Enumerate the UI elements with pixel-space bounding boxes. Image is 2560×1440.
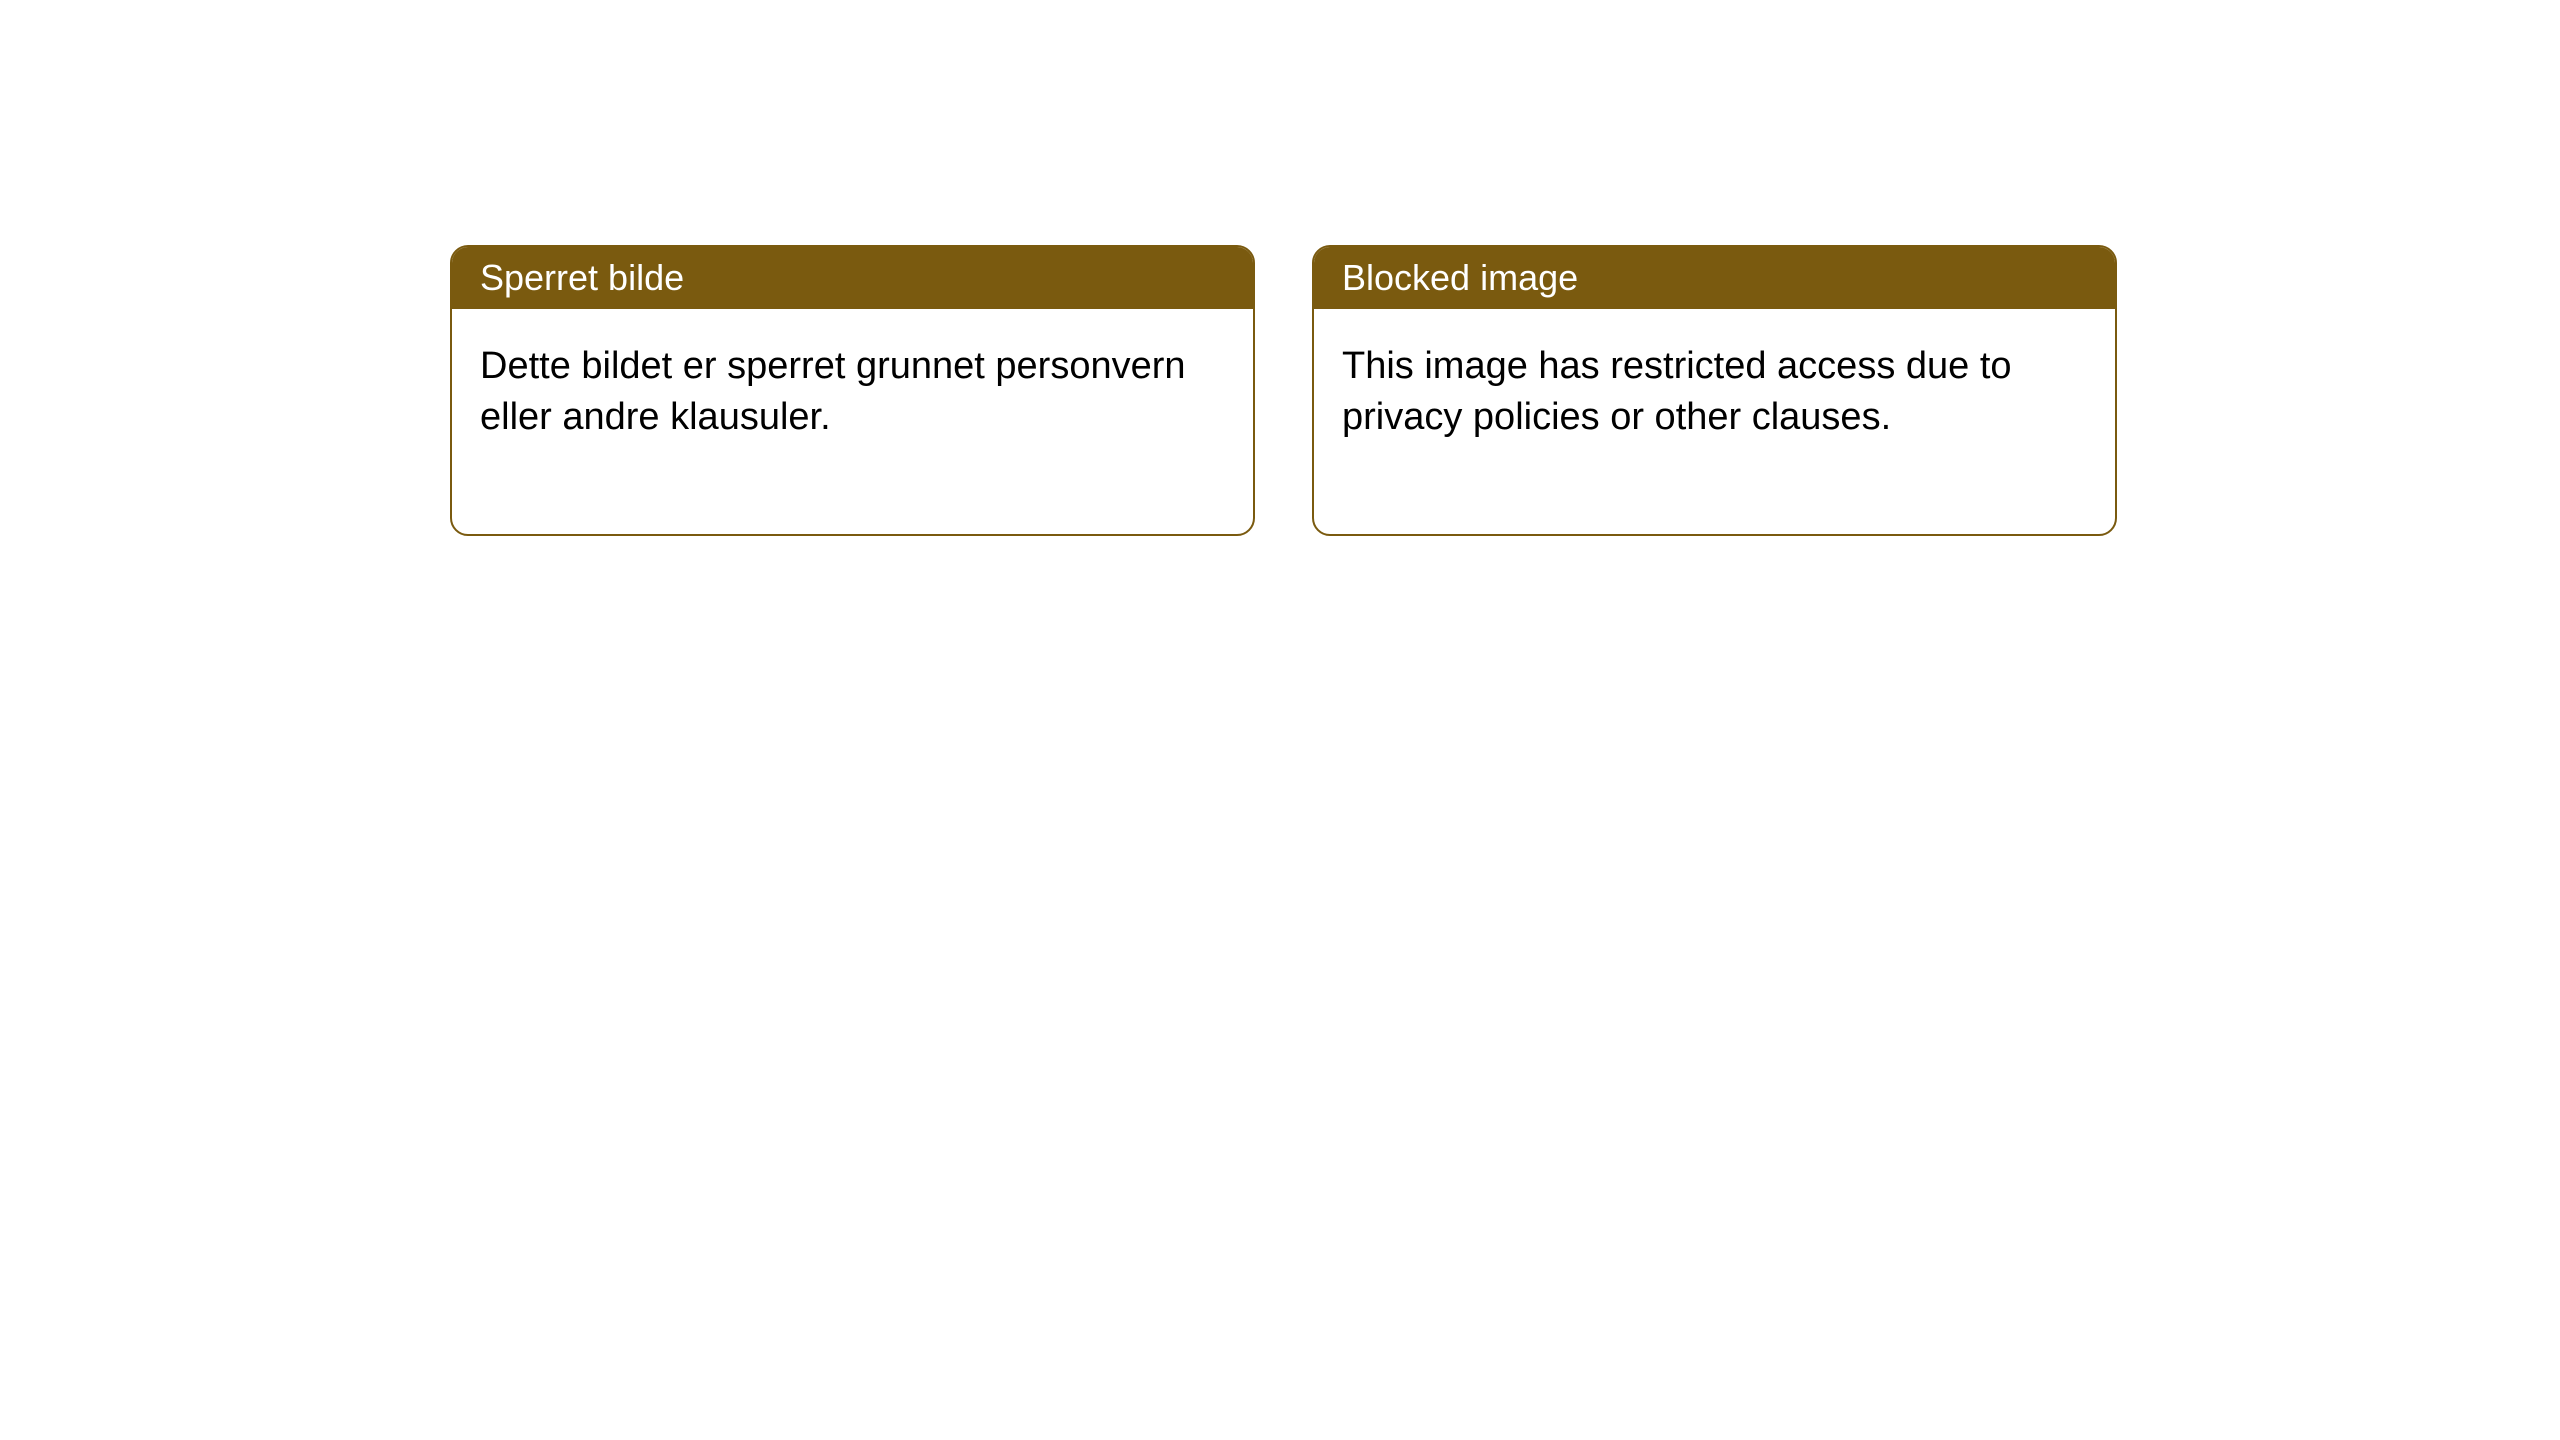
notice-body: This image has restricted access due to … (1314, 309, 2115, 534)
notice-box-norwegian: Sperret bilde Dette bildet er sperret gr… (450, 245, 1255, 536)
notice-body: Dette bildet er sperret grunnet personve… (452, 309, 1253, 534)
notice-body-text: This image has restricted access due to … (1342, 345, 2012, 438)
notice-header: Sperret bilde (452, 247, 1253, 309)
notice-container: Sperret bilde Dette bildet er sperret gr… (0, 0, 2560, 536)
notice-body-text: Dette bildet er sperret grunnet personve… (480, 345, 1186, 438)
notice-box-english: Blocked image This image has restricted … (1312, 245, 2117, 536)
notice-title: Blocked image (1342, 257, 1578, 298)
notice-header: Blocked image (1314, 247, 2115, 309)
notice-title: Sperret bilde (480, 257, 684, 298)
